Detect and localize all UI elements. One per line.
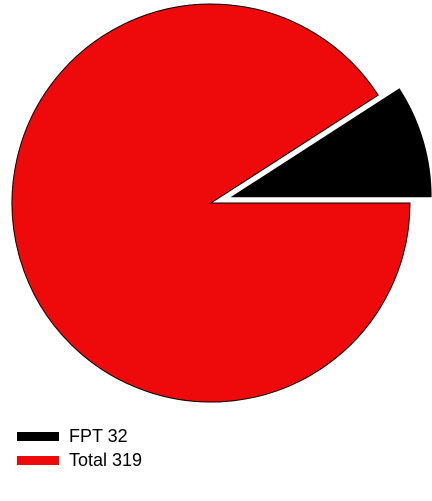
legend-label-fpt: FPT 32 bbox=[69, 426, 128, 446]
legend-swatch-fpt bbox=[17, 431, 59, 441]
legend-item-total: Total 319 bbox=[17, 448, 317, 472]
legend-item-fpt: FPT 32 bbox=[17, 424, 317, 448]
chart-legend: FPT 32 Total 319 bbox=[17, 424, 317, 472]
pie-chart-canvas bbox=[11, 3, 432, 403]
pie-slice-total bbox=[11, 3, 411, 403]
legend-label-total: Total 319 bbox=[69, 450, 143, 470]
pie-slice-fpt bbox=[230, 88, 432, 198]
legend-swatch-total bbox=[17, 455, 59, 465]
